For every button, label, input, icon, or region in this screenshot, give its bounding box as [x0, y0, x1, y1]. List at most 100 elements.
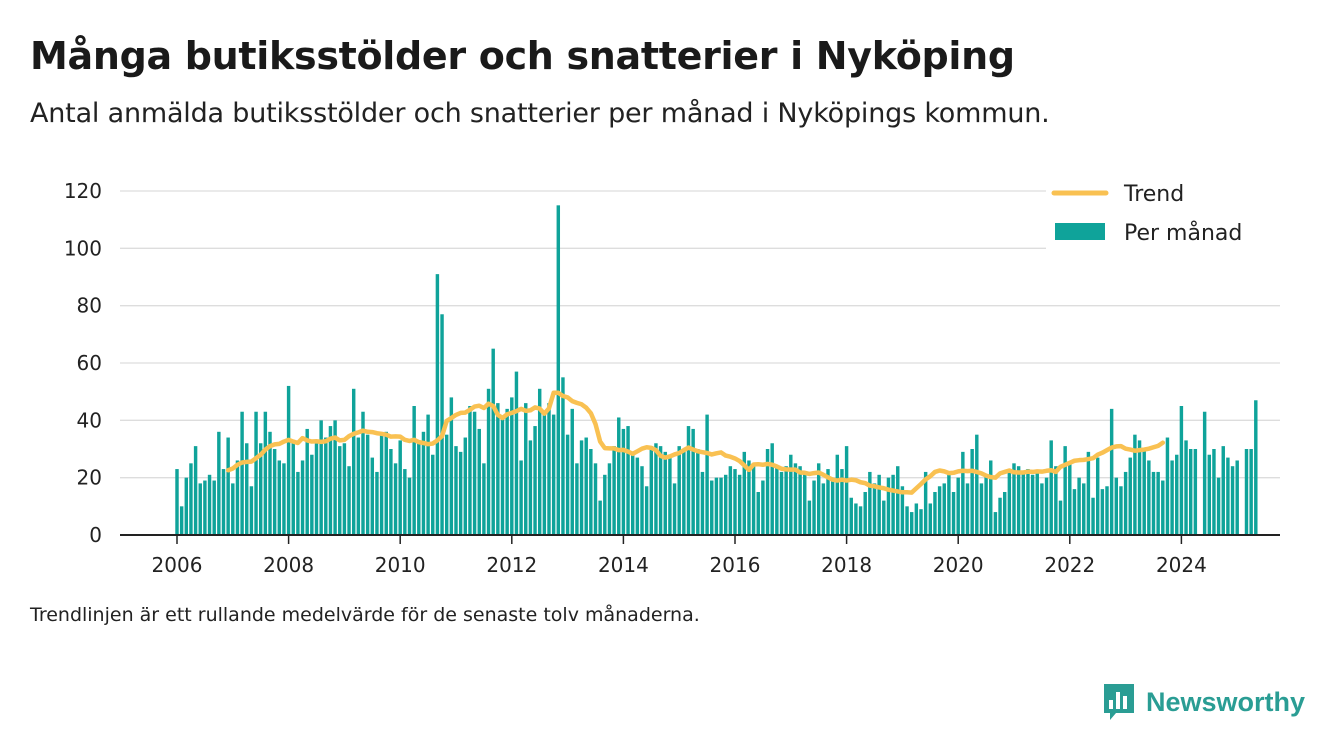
x-tick-label: 2008	[263, 553, 314, 577]
bar	[951, 492, 956, 535]
bar	[356, 437, 361, 535]
bar	[1184, 440, 1188, 535]
bar	[491, 348, 495, 535]
bar	[821, 483, 826, 535]
bar	[305, 428, 309, 535]
bar	[1165, 437, 1170, 535]
y-tick-label: 120	[64, 179, 102, 203]
bar	[956, 477, 960, 535]
bar	[844, 446, 849, 535]
bar	[617, 417, 621, 535]
bar	[672, 483, 677, 535]
bar	[849, 497, 853, 535]
bar	[603, 474, 607, 535]
bar	[1188, 449, 1193, 535]
bar	[435, 274, 440, 535]
bar	[282, 463, 286, 535]
bar	[1123, 471, 1128, 535]
bar	[686, 426, 691, 535]
bar	[793, 463, 798, 535]
newsworthy-logo[interactable]: Newsworthy	[1102, 682, 1305, 722]
bar	[338, 446, 342, 535]
bar	[519, 460, 523, 535]
bar	[1235, 460, 1239, 535]
bar	[993, 512, 998, 535]
bar	[1040, 483, 1044, 535]
bar	[593, 463, 598, 535]
bar	[310, 454, 314, 535]
bar	[909, 512, 914, 535]
bar	[263, 411, 268, 535]
bar	[403, 469, 407, 535]
bar	[184, 477, 189, 535]
bar	[570, 408, 574, 535]
bar	[561, 377, 565, 535]
x-tick-label: 2016	[710, 553, 761, 577]
bar	[640, 466, 644, 535]
bar	[547, 403, 551, 535]
bar	[1068, 463, 1072, 535]
bar	[775, 466, 779, 535]
bar	[984, 474, 988, 535]
bar	[286, 385, 291, 535]
bar	[1179, 406, 1184, 535]
bar	[221, 469, 226, 535]
y-tick-label: 100	[64, 236, 102, 260]
bar	[682, 449, 686, 535]
bar	[1137, 440, 1142, 535]
bar	[203, 480, 207, 535]
chart-title: Många butiksstölder och snatterier i Nyk…	[30, 34, 1015, 78]
bar	[840, 469, 844, 535]
bar	[431, 454, 435, 535]
bar	[421, 431, 426, 535]
bar	[877, 474, 881, 535]
bar	[514, 371, 519, 535]
bar	[575, 463, 579, 535]
bar	[733, 469, 737, 535]
x-tick-label: 2018	[821, 553, 872, 577]
bar	[872, 483, 877, 535]
bar	[630, 451, 635, 535]
bar	[272, 449, 277, 535]
bar	[933, 492, 937, 535]
bar	[249, 486, 254, 535]
bar	[393, 463, 398, 535]
bar	[542, 411, 547, 535]
bar	[1249, 449, 1253, 535]
bar	[324, 437, 328, 535]
legend-per-manad-label: Per månad	[1124, 220, 1242, 246]
bar	[961, 451, 965, 535]
bar	[784, 466, 788, 535]
bar	[723, 474, 728, 535]
x-tick-label: 2022	[1044, 553, 1095, 577]
footnote: Trendlinjen är ett rullande medelvärde f…	[30, 604, 700, 626]
bar	[1202, 411, 1207, 535]
bar	[579, 440, 584, 535]
bar	[598, 500, 602, 535]
bar	[258, 443, 263, 535]
bar	[923, 471, 928, 535]
bar	[351, 388, 356, 535]
bar	[1109, 408, 1114, 535]
bar	[1119, 486, 1123, 535]
bar	[1147, 460, 1151, 535]
bar	[1021, 471, 1026, 535]
bar	[1114, 477, 1119, 535]
x-tick-label: 2006	[152, 553, 203, 577]
bar	[1230, 466, 1235, 535]
bar	[644, 486, 649, 535]
bar	[891, 474, 895, 535]
bar	[621, 428, 626, 535]
bar	[826, 469, 830, 535]
bar	[1077, 477, 1081, 535]
bar	[770, 443, 774, 535]
bar	[858, 506, 863, 535]
bar	[226, 437, 230, 535]
bar	[291, 440, 295, 535]
bar	[1007, 471, 1012, 535]
bar	[389, 449, 393, 535]
bar	[254, 411, 258, 535]
bar	[798, 466, 802, 535]
bar	[1175, 454, 1179, 535]
bar	[807, 500, 812, 535]
